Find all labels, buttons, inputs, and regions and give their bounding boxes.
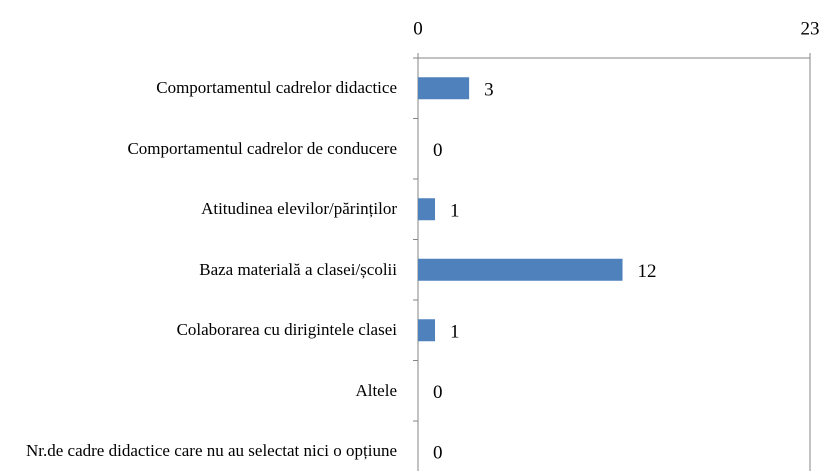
value-label: 12 xyxy=(638,261,657,282)
bar xyxy=(418,198,436,221)
bar xyxy=(418,319,436,342)
value-label: 3 xyxy=(484,80,494,101)
x-tick-label: 0 xyxy=(413,18,423,39)
value-label: 0 xyxy=(433,382,443,403)
y-tick-label: Colaborarea cu dirigintele clasei xyxy=(0,320,397,340)
category-text: Colaborarea cu dirigintele clasei xyxy=(176,320,397,340)
value-label: 0 xyxy=(433,443,443,464)
bar xyxy=(418,258,623,281)
y-tick-label: Comportamentul cadrelor didactice xyxy=(0,78,397,98)
value-label: 1 xyxy=(450,322,460,343)
category-text: Comportamentul cadrelor didactice xyxy=(156,78,397,98)
y-tick-label: Comportamentul cadrelor de conducere xyxy=(0,139,397,159)
category-text: Comportamentul cadrelor de conducere xyxy=(127,138,397,158)
category-text: Atitudinea elevilor/părinților xyxy=(201,199,397,219)
y-tick-label: Baza materială a clasei/școlii xyxy=(0,260,397,280)
category-text: Baza materială a clasei/școlii xyxy=(199,259,397,279)
y-tick-label: Altele xyxy=(0,381,397,401)
value-label: 0 xyxy=(433,140,443,161)
y-tick-label: Nr.de cadre didactice care nu au selecta… xyxy=(0,441,397,461)
bar xyxy=(418,77,470,100)
y-tick-label: Atitudinea elevilor/părinților xyxy=(0,199,397,219)
category-text: Nr.de cadre didactice care nu au selecta… xyxy=(26,441,397,461)
value-label: 1 xyxy=(450,201,460,222)
x-tick-label: 23 xyxy=(801,18,820,39)
category-text: Altele xyxy=(355,380,397,400)
